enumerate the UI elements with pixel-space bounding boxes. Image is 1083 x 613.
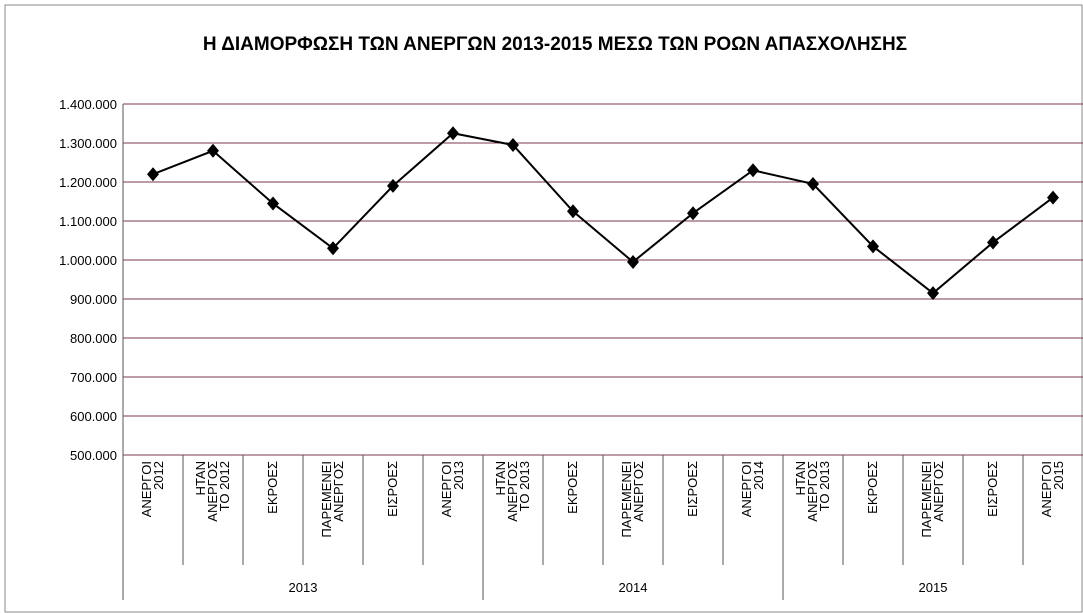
y-tick-label: 1.000.000 <box>59 253 117 268</box>
marker <box>327 241 339 256</box>
x-tick-label: 2013 <box>451 461 466 490</box>
x-tick-label: 2015 <box>1051 461 1066 490</box>
x-tick-label: ΤΟ 2013 <box>517 461 532 511</box>
marker <box>267 196 279 211</box>
marker <box>627 254 639 269</box>
x-tick-label: ΕΚΡΟΕΣ <box>865 461 880 514</box>
y-tick-label: 800.000 <box>70 331 117 346</box>
group-label: 2015 <box>919 580 948 595</box>
x-tick-label: ΑΝΕΡΓΟΣ <box>631 461 646 522</box>
marker <box>147 167 159 182</box>
group-label: 2013 <box>289 580 318 595</box>
x-tick-label: ΕΙΣΡΟΕΣ <box>685 461 700 517</box>
y-tick-label: 700.000 <box>70 370 117 385</box>
x-tick-label: ΕΚΡΟΕΣ <box>265 461 280 514</box>
x-tick-label: ΕΚΡΟΕΣ <box>565 461 580 514</box>
x-tick-label: ΠΑΡΕΜΕΝΕΙ <box>319 461 334 538</box>
y-tick-label: 1.100.000 <box>59 214 117 229</box>
x-tick-label: ΗΤΑΝ <box>793 461 808 495</box>
y-tick-label: 600.000 <box>70 409 117 424</box>
x-tick-label: ΑΝΕΡΓΟΣ <box>931 461 946 522</box>
x-tick-label: ΤΟ 2013 <box>817 461 832 511</box>
x-tick-label: 2014 <box>751 461 766 490</box>
x-tick-label: ΑΝΕΡΓΟΣ <box>331 461 346 522</box>
chart-title: Η ΔΙΑΜΟΡΦΩΣΗ ΤΩΝ ΑΝΕΡΓΩΝ 2013-2015 ΜΕΣΩ … <box>203 34 907 55</box>
marker <box>807 176 819 191</box>
x-tick-label: ΑΝΕΡΓΟΣ <box>205 461 220 522</box>
marker <box>987 235 999 250</box>
x-tick-label: ΕΙΣΡΟΕΣ <box>385 461 400 517</box>
marker <box>507 137 519 152</box>
x-tick-label: ΑΝΕΡΓΟΙ <box>139 461 154 517</box>
marker <box>867 239 879 254</box>
marker <box>927 286 939 301</box>
x-tick-label: ΠΑΡΕΜΕΝΕΙ <box>919 461 934 538</box>
y-tick-label: 900.000 <box>70 292 117 307</box>
x-tick-label: ΑΝΕΡΓΟΙ <box>739 461 754 517</box>
marker <box>747 163 759 178</box>
y-tick-label: 1.300.000 <box>59 136 117 151</box>
x-tick-label: ΤΟ 2012 <box>217 461 232 511</box>
y-tick-label: 1.400.000 <box>59 97 117 112</box>
x-tick-label: ΕΙΣΡΟΕΣ <box>985 461 1000 517</box>
marker <box>567 204 579 219</box>
marker <box>447 126 459 141</box>
marker <box>387 178 399 193</box>
marker <box>1047 190 1059 205</box>
x-tick-label: ΑΝΕΡΓΟΙ <box>439 461 454 517</box>
x-tick-label: ΑΝΕΡΓΟΣ <box>805 461 820 522</box>
x-tick-label: 2012 <box>151 461 166 490</box>
x-tick-label: ΑΝΕΡΓΟΣ <box>505 461 520 522</box>
x-tick-label: ΑΝΕΡΓΟΙ <box>1039 461 1054 517</box>
y-tick-label: 500.000 <box>70 448 117 463</box>
x-tick-label: ΗΤΑΝ <box>193 461 208 495</box>
x-tick-label: ΗΤΑΝ <box>493 461 508 495</box>
x-tick-label: ΠΑΡΕΜΕΝΕΙ <box>619 461 634 538</box>
group-label: 2014 <box>619 580 648 595</box>
line <box>152 132 1054 295</box>
marker <box>687 206 699 221</box>
y-tick-label: 1.200.000 <box>59 175 117 190</box>
marker <box>207 143 219 158</box>
